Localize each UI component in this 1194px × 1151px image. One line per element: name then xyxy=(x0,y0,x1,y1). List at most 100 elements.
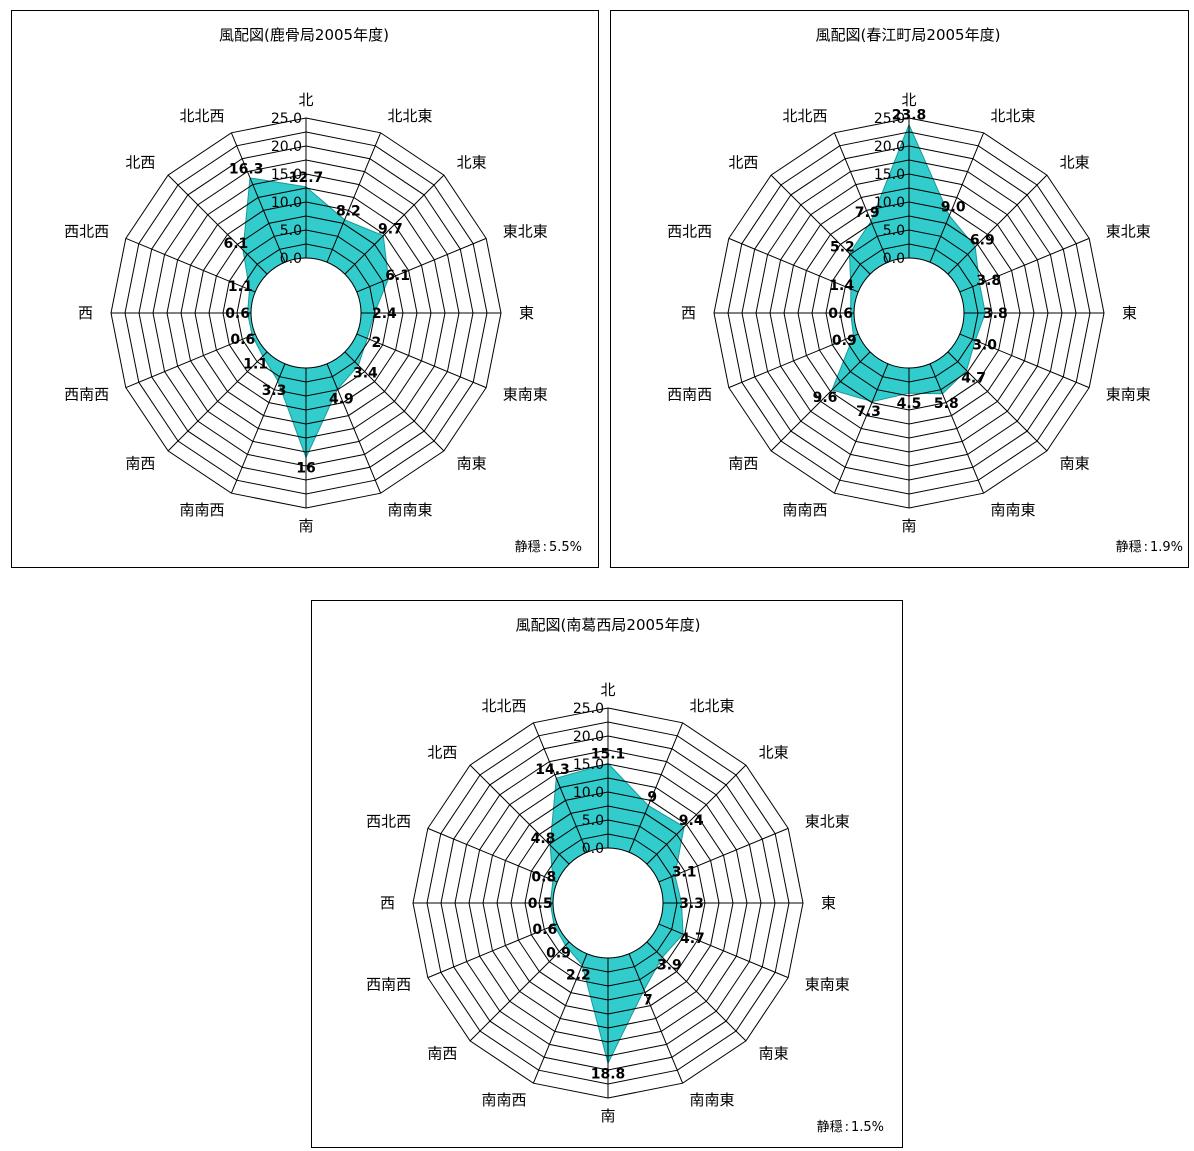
direction-label: 北 xyxy=(901,91,916,109)
center-hole xyxy=(552,847,664,959)
data-value-label: 4.5 xyxy=(897,396,922,412)
direction-label: 北 xyxy=(298,91,313,109)
data-value-label: 18.8 xyxy=(591,1066,626,1082)
data-value-label: 12.7 xyxy=(289,170,324,186)
direction-label: 東 xyxy=(821,894,836,912)
data-value-label: 3.9 xyxy=(657,957,682,973)
data-value-label: 6.1 xyxy=(385,268,410,284)
direction-label: 北西 xyxy=(125,153,155,171)
data-value-label: 0.6 xyxy=(532,922,557,938)
axis-tick-label: 0.0 xyxy=(582,841,604,857)
grid-spoke xyxy=(167,351,268,452)
axis-tick-label: 10.0 xyxy=(271,195,302,211)
direction-label: 東南東 xyxy=(805,976,850,994)
direction-label: 西 xyxy=(681,304,696,322)
direction-label: 北東 xyxy=(457,153,487,171)
grid-spoke xyxy=(427,923,558,979)
data-value-label: 2 xyxy=(372,335,382,351)
data-value-label: 9.0 xyxy=(941,199,966,215)
data-value-label: 7 xyxy=(643,992,653,1008)
data-value-label: 4.9 xyxy=(329,391,354,407)
grid-spoke xyxy=(469,764,570,865)
direction-label: 北北東 xyxy=(690,697,735,715)
grid-spoke xyxy=(947,174,1048,275)
direction-label: 南 xyxy=(298,517,313,535)
direction-label: 北西 xyxy=(427,743,457,761)
direction-label: 南西 xyxy=(125,455,155,473)
plot-area: 0.0 5.0 10.0 15.0 20.0 25.0 北北北東北東東北東東東南東南東南南東… xyxy=(366,681,850,1125)
chart-title: 風配図(春江町局2005年度) xyxy=(816,26,1001,44)
data-value-label: 3.1 xyxy=(672,865,697,881)
data-value-label: 7.3 xyxy=(856,404,881,420)
direction-label: 東北東 xyxy=(805,813,850,831)
data-value-label: 9.7 xyxy=(378,222,403,238)
axis-tick-label: 5.0 xyxy=(582,813,604,829)
data-value-label: 0.5 xyxy=(528,896,553,912)
calm-rate-text: 静穏:1.5% xyxy=(817,1120,884,1135)
data-value-label: 4.8 xyxy=(531,831,556,847)
grid-spoke xyxy=(770,351,871,452)
data-value-label: 5.8 xyxy=(934,396,959,412)
direction-label: 東北東 xyxy=(503,223,548,241)
data-value-label: 0.9 xyxy=(546,946,571,962)
plot-area: 0.0 5.0 10.0 15.0 20.0 25.0 北北北東北東東北東東東南東南東南南東… xyxy=(667,91,1151,535)
grid-spoke xyxy=(344,351,445,452)
data-value-label: 1.4 xyxy=(829,278,854,294)
grid-spoke xyxy=(646,941,747,1042)
data-value-label: 3.4 xyxy=(353,365,378,381)
direction-label: 南南東 xyxy=(991,501,1036,519)
direction-label: 北西 xyxy=(728,153,758,171)
chart-title: 風配図(南葛西局2005年度) xyxy=(516,616,701,634)
grid-spoke xyxy=(427,827,558,883)
direction-label: 東 xyxy=(519,304,534,322)
axis-tick-label: 20.0 xyxy=(874,139,905,155)
grid-spoke xyxy=(658,827,789,883)
axis-tick-label: 25.0 xyxy=(573,701,604,717)
direction-label: 西南西 xyxy=(366,976,411,994)
direction-label: 西南西 xyxy=(64,386,109,404)
data-value-label: 3.3 xyxy=(262,383,287,399)
direction-label: 西 xyxy=(78,304,93,322)
grid-spoke xyxy=(833,363,889,494)
center-hole xyxy=(250,257,362,369)
data-value-label: 7.9 xyxy=(855,205,880,221)
direction-label: 北北西 xyxy=(179,107,224,125)
data-value-label: 1.1 xyxy=(243,356,268,372)
calm-rate-text: 静穏:5.5% xyxy=(515,540,582,555)
direction-label: 西 xyxy=(380,894,395,912)
direction-label: 南南東 xyxy=(388,501,433,519)
data-value-label: 6.1 xyxy=(223,236,248,252)
grid-spoke xyxy=(929,363,985,494)
data-value-label: 4.7 xyxy=(961,371,986,387)
grid-spoke xyxy=(959,333,1090,389)
grid-spoke xyxy=(167,174,268,275)
data-value-label: 3.8 xyxy=(983,306,1008,322)
grid-spoke xyxy=(959,237,1090,293)
grid-spoke xyxy=(230,132,286,263)
data-value-label: 16 xyxy=(296,461,315,477)
wind-rose-chart-minamikasai: 風配図(南葛西局2005年度) 静穏:1.5% 0.0 5.0 10.0 15.0 20… xyxy=(366,616,884,1135)
direction-label: 南 xyxy=(901,517,916,535)
grid-spoke xyxy=(833,132,889,263)
data-value-label: 0.9 xyxy=(832,333,857,349)
grid-spoke xyxy=(947,351,1048,452)
grid-spoke xyxy=(929,132,985,263)
data-value-label: 3.0 xyxy=(972,337,997,353)
direction-label: 西北西 xyxy=(64,223,109,241)
grid-spoke xyxy=(728,237,859,293)
axis-tick-label: 20.0 xyxy=(573,729,604,745)
data-value-label: 6.9 xyxy=(970,233,995,249)
direction-label: 北東 xyxy=(1060,153,1090,171)
axis-tick-label: 25.0 xyxy=(271,111,302,127)
direction-label: 西南西 xyxy=(667,386,712,404)
grid-spoke xyxy=(356,333,487,389)
direction-label: 南南西 xyxy=(782,501,827,519)
axis-tick-label: 15.0 xyxy=(874,167,905,183)
grid-spoke xyxy=(728,333,859,389)
direction-label: 北北東 xyxy=(388,107,433,125)
direction-label: 北北東 xyxy=(991,107,1036,125)
direction-label: 南西 xyxy=(427,1045,457,1063)
direction-label: 南南西 xyxy=(481,1091,526,1109)
data-value-label: 16.3 xyxy=(229,162,264,178)
wind-rose-panel-minamikasai: 風配図(南葛西局2005年度) 静穏:1.5% 0.0 5.0 10.0 15.0 20… xyxy=(311,600,903,1148)
